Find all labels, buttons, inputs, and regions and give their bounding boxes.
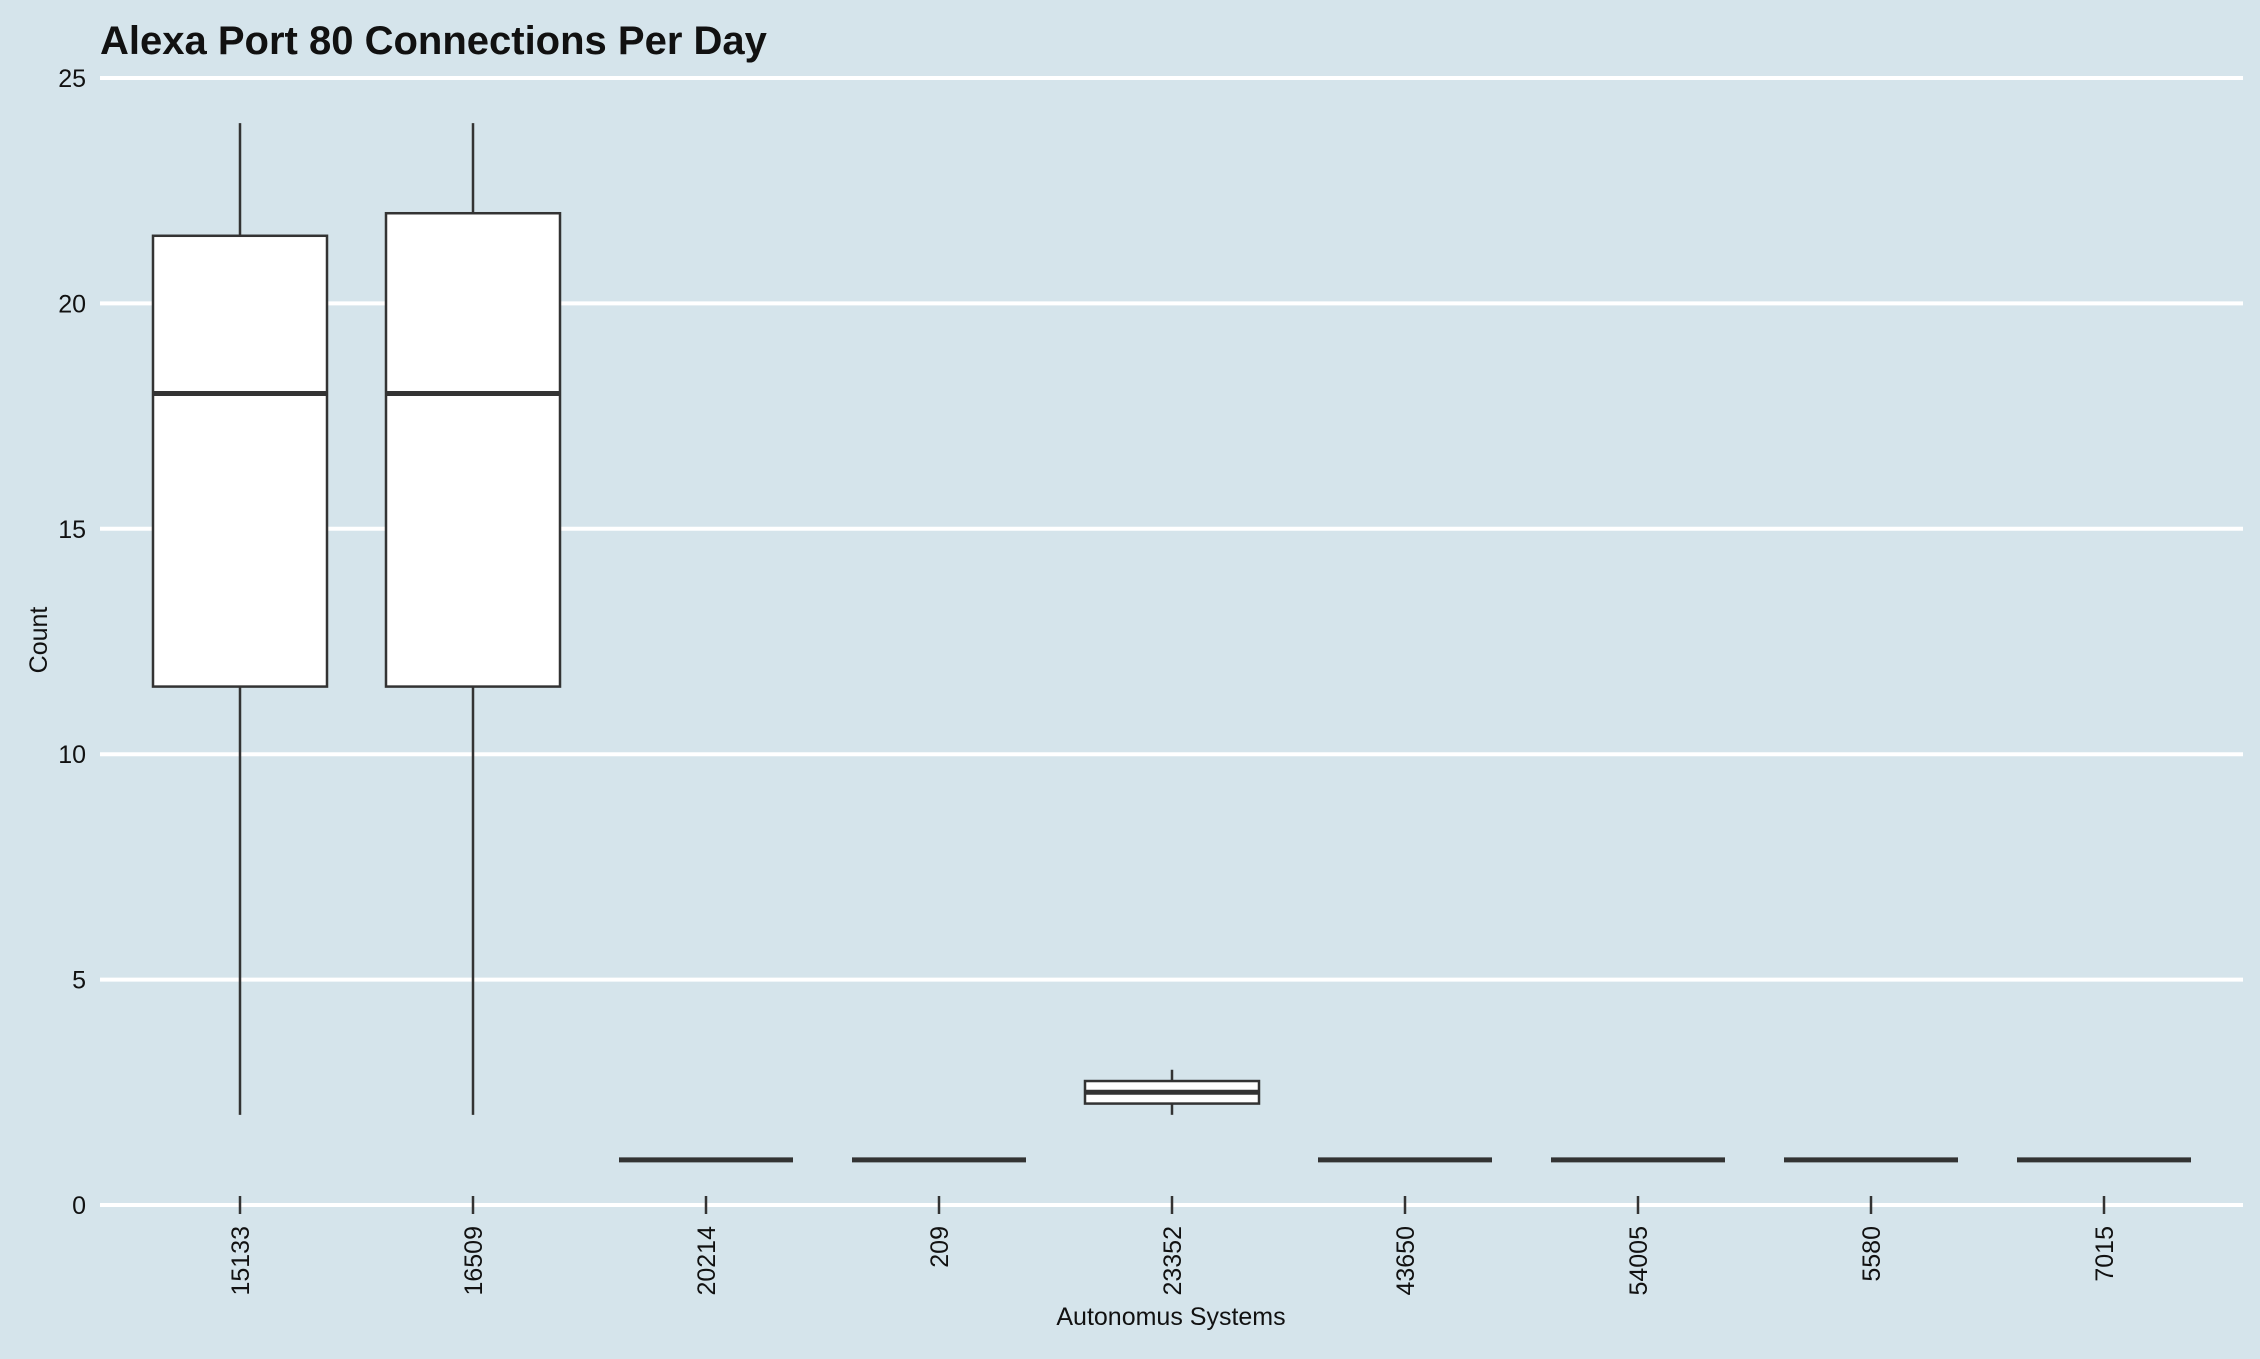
x-tick-label: 20214 xyxy=(693,1226,721,1296)
y-tick-label: 0 xyxy=(72,1192,86,1220)
x-tick-label: 15133 xyxy=(227,1226,255,1296)
y-tick-label: 25 xyxy=(58,65,86,93)
box-16509 xyxy=(384,123,562,1115)
box-body xyxy=(151,234,329,688)
x-tick-label: 16509 xyxy=(460,1226,488,1296)
chart-title: Alexa Port 80 Connections Per Day xyxy=(100,19,768,63)
x-tick-label: 5580 xyxy=(1858,1226,1886,1282)
x-tick-label: 43650 xyxy=(1392,1226,1420,1296)
x-tick-label: 54005 xyxy=(1625,1226,1653,1296)
y-axis-label: Count xyxy=(25,607,53,674)
box-series xyxy=(151,123,2191,1163)
box-body xyxy=(384,211,562,688)
box-23352 xyxy=(1083,1069,1261,1115)
y-tick-label: 15 xyxy=(58,516,86,544)
y-tick-label: 20 xyxy=(58,290,86,318)
x-axis-label: Autonomus Systems xyxy=(1056,1303,1285,1331)
y-tick-label: 5 xyxy=(72,967,86,995)
x-tick-label: 7015 xyxy=(2091,1226,2119,1282)
y-axis-ticks: 0 5 10 15 20 25 xyxy=(58,65,86,1220)
x-tick-label: 209 xyxy=(926,1226,954,1268)
x-axis-ticks: 15133 16509 20214 209 23352 43650 54005 5580 701… xyxy=(227,1196,2119,1296)
x-tick-label: 23352 xyxy=(1159,1226,1187,1296)
box-15133 xyxy=(151,123,329,1115)
y-tick-label: 10 xyxy=(58,741,86,769)
